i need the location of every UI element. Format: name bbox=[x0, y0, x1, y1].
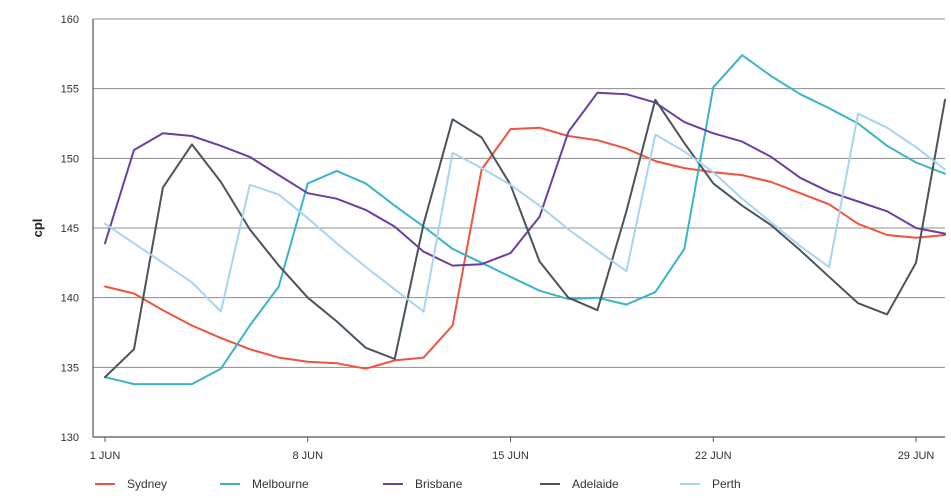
y-tick-label: 135 bbox=[61, 362, 79, 374]
legend-item-sydney: Sydney bbox=[95, 477, 167, 491]
y-tick-label: 145 bbox=[61, 223, 79, 235]
legend: Sydney Melbourne Brisbane Adelaide Perth bbox=[95, 477, 741, 491]
gridlines bbox=[93, 18, 945, 368]
series-lines bbox=[104, 54, 946, 386]
y-tick-label: 160 bbox=[61, 14, 79, 26]
y-tick-label: 140 bbox=[61, 293, 79, 305]
series-line-melbourne bbox=[104, 54, 946, 386]
legend-label: Perth bbox=[712, 477, 741, 491]
axes: 130 135 140 145 150 155 160 cpl 1 JUN 8 JUN 15 JUN… bbox=[30, 14, 945, 462]
y-tick-label: 130 bbox=[61, 432, 79, 444]
legend-label: Brisbane bbox=[415, 477, 463, 491]
legend-item-melbourne: Melbourne bbox=[220, 477, 309, 491]
x-tick-label: 8 JUN bbox=[292, 450, 323, 462]
legend-label: Sydney bbox=[127, 477, 167, 491]
series-line-brisbane bbox=[104, 91, 946, 267]
legend-item-brisbane: Brisbane bbox=[383, 477, 463, 491]
y-axis-label: cpl bbox=[30, 219, 45, 238]
x-tick-label: 15 JUN bbox=[492, 450, 529, 462]
series-line-adelaide bbox=[104, 98, 946, 379]
legend-label: Melbourne bbox=[252, 477, 309, 491]
y-tick-label: 155 bbox=[61, 84, 79, 96]
y-tick-label: 150 bbox=[61, 153, 79, 165]
x-tick-label: 29 JUN bbox=[898, 450, 935, 462]
legend-item-adelaide: Adelaide bbox=[540, 477, 619, 491]
series-line-sydney bbox=[104, 126, 946, 370]
legend-label: Adelaide bbox=[572, 477, 619, 491]
x-tick-label: 1 JUN bbox=[90, 450, 121, 462]
series-line-perth bbox=[104, 112, 946, 313]
legend-item-perth: Perth bbox=[680, 477, 741, 491]
x-tick-label: 22 JUN bbox=[695, 450, 732, 462]
